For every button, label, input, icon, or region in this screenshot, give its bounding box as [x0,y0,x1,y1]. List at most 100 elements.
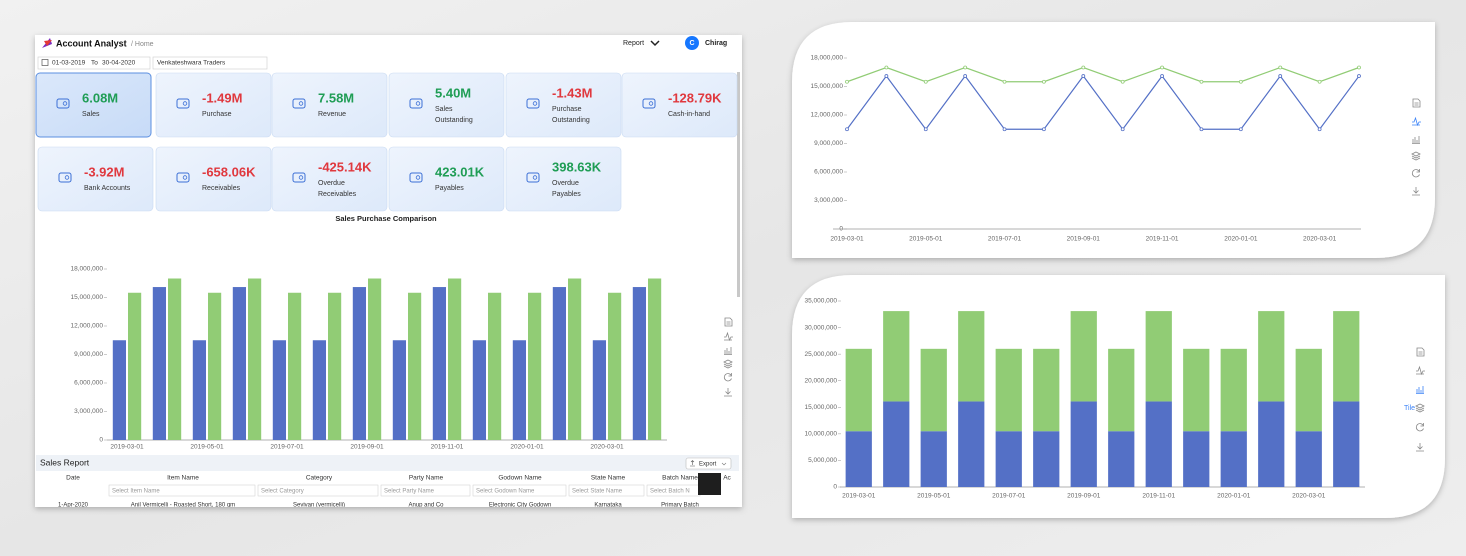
kpi-label: Purchase [202,111,232,118]
y-tick-label: 15,000,000 [804,404,837,411]
kpi-icon-dot [415,101,421,106]
toolbar-icon[interactable] [1411,151,1421,161]
bar [1183,431,1210,487]
toolbar-icon[interactable] [724,373,732,382]
export-button[interactable] [685,457,732,470]
point [963,65,968,70]
kpi-icon-dot [648,101,654,106]
filter-input[interactable] [472,484,567,497]
kpi-icon [56,98,70,109]
bar [328,292,342,440]
toolbar-icon[interactable] [1415,403,1425,413]
toolbar-icon[interactable] [724,317,733,327]
filter-input[interactable] [568,484,645,497]
point [1160,65,1164,70]
point [1357,74,1361,78]
kpi-card[interactable] [35,72,152,138]
kpi-icon [58,172,72,183]
user-name: Chirag [705,40,727,47]
kpi-card[interactable] [155,146,272,212]
kpi-label: Cash-in-hand [668,111,710,118]
toolbar-icon[interactable] [1412,136,1420,144]
export-caret [721,462,727,466]
point [1120,127,1125,132]
kpi-card[interactable] [271,72,388,138]
filter-placeholder: Select Batch N [650,489,690,495]
table-cell: Anup and Co [408,503,444,509]
bar [1145,311,1172,402]
kpi-card[interactable] [388,146,505,212]
kpi-label: Sales [82,111,100,118]
x-tick-label: 2020-03-01 [1303,236,1337,243]
kpi-card[interactable] [271,146,388,212]
bar [368,278,382,440]
toolbar-icon[interactable] [724,331,733,342]
kpi-card[interactable] [155,72,272,138]
table-cell: Karnataka [594,503,622,509]
toolbar-icon[interactable] [723,359,733,369]
icon-glyph [724,331,733,342]
point [1081,74,1086,78]
x-tick-label: 2019-05-01 [190,444,224,451]
kpi-icon [409,172,423,183]
bar [168,278,182,440]
bar [1108,348,1135,432]
avatar[interactable] [685,36,699,50]
toolbar-icon[interactable] [1416,347,1425,357]
y-tick-label: 10,000,000 [804,431,837,438]
kpi-card[interactable] [621,72,738,138]
company: Venkateshwara Traders [157,60,226,67]
export-icon [690,460,695,467]
filter-input[interactable] [257,484,379,497]
app-title: Account Analyst [56,38,127,48]
kpi-card[interactable] [388,72,505,138]
point [1042,79,1046,84]
company-select[interactable] [152,56,268,70]
point [1238,127,1243,132]
bar [632,287,646,440]
point [1120,79,1125,84]
avatar-initial: C [689,40,694,47]
scrollbar[interactable] [737,72,740,297]
report-menu[interactable]: Report [623,40,644,47]
point [1278,74,1283,78]
kpi-icon [642,98,656,109]
toolbar-icon[interactable] [1412,116,1421,127]
toolbar-icon[interactable] [724,347,732,355]
kpi-card[interactable] [505,72,622,138]
breadcrumb[interactable]: / Home [131,41,154,48]
kpi-card[interactable] [505,146,622,212]
report-header [36,455,739,471]
x-tick-label: 2019-07-01 [992,493,1026,500]
kpi-icon-dot [532,175,538,180]
filter-placeholder: Select Party Name [384,489,435,495]
filter-input[interactable] [108,484,256,497]
export-label: Export [699,462,717,468]
x-tick-label: 2019-11-01 [1146,236,1179,243]
x-tick-label: 2019-07-01 [988,236,1022,243]
point [923,127,928,132]
kpi-card[interactable] [37,146,154,212]
bar [883,311,910,402]
toolbar-icon[interactable] [1416,443,1424,452]
point [1160,74,1164,78]
kpi-value: -1.43M [552,85,592,100]
point [1317,127,1322,132]
filter-input[interactable] [380,484,471,497]
point [845,79,849,84]
date-range[interactable] [37,56,151,70]
point [1357,65,1361,70]
y-tick-label: 0 [99,437,103,444]
y-tick-label: 12,000,000 [70,323,103,330]
column-header: Date [66,475,80,482]
toolbar-icon[interactable] [1412,98,1421,108]
icon-glyph [724,347,732,355]
toolbar-icon[interactable] [1416,365,1425,376]
toolbar-icon[interactable] [724,388,732,397]
toolbar-icon[interactable] [1416,386,1424,394]
kpi-icon [526,98,540,109]
toolbar-icon[interactable] [1412,169,1420,178]
toolbar-icon[interactable] [1412,187,1420,196]
toolbar-icon[interactable] [1416,423,1424,432]
